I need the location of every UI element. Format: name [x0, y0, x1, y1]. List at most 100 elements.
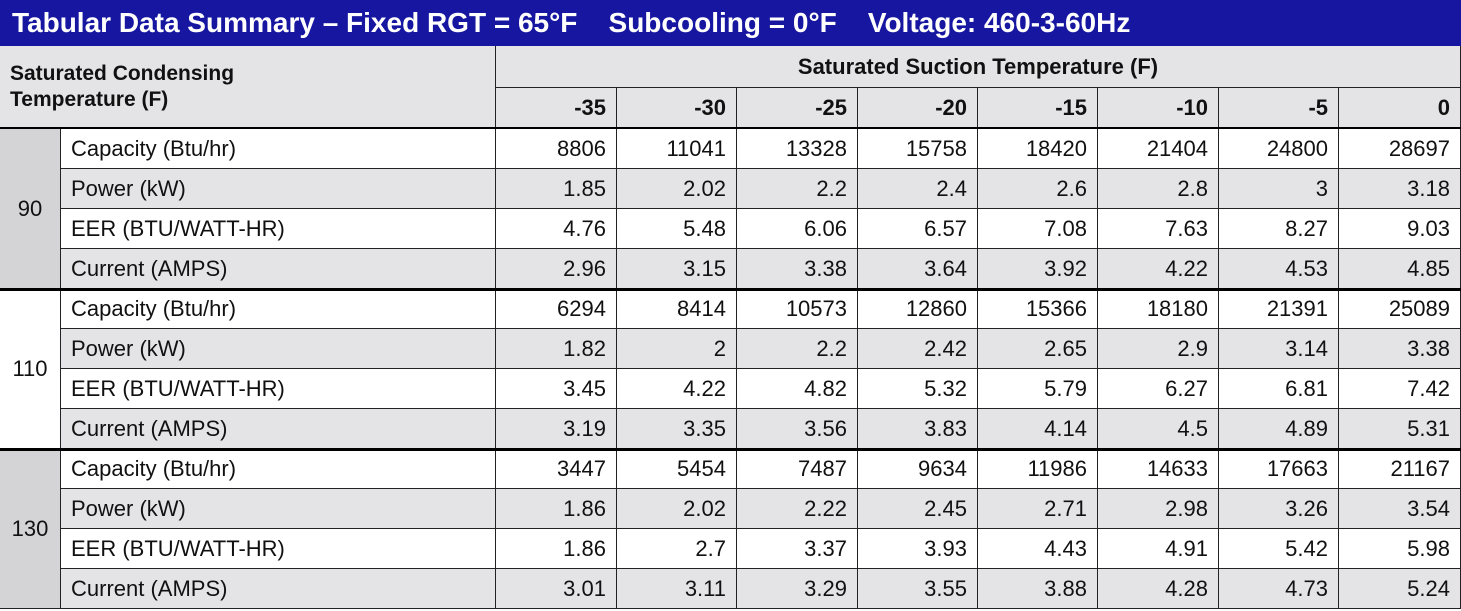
value-cell: 5.42	[1219, 529, 1339, 569]
column-header: -20	[858, 88, 978, 128]
value-cell: 1.86	[496, 529, 617, 569]
row-label: Current (AMPS)	[61, 569, 496, 609]
row-label: EER (BTU/WATT-HR)	[61, 209, 496, 249]
row-label: Capacity (Btu/hr)	[61, 289, 496, 329]
value-cell: 2.22	[737, 489, 858, 529]
value-cell: 14633	[1098, 449, 1219, 489]
row-label: Power (kW)	[61, 329, 496, 369]
value-cell: 7.42	[1339, 369, 1461, 409]
row-header: Saturated Condensing Temperature (F)	[0, 46, 496, 128]
value-cell: 3.55	[858, 569, 978, 609]
value-cell: 2.6	[978, 169, 1098, 209]
column-header: -10	[1098, 88, 1219, 128]
row-label: Current (AMPS)	[61, 249, 496, 289]
value-cell: 2	[617, 329, 737, 369]
value-cell: 3.29	[737, 569, 858, 609]
row-label: EER (BTU/WATT-HR)	[61, 369, 496, 409]
value-cell: 2.7	[617, 529, 737, 569]
row-label: Current (AMPS)	[61, 409, 496, 449]
value-cell: 3.56	[737, 409, 858, 449]
value-cell: 1.86	[496, 489, 617, 529]
value-cell: 21404	[1098, 129, 1219, 169]
value-cell: 18420	[978, 129, 1098, 169]
value-cell: 10573	[737, 289, 858, 329]
value-cell: 21391	[1219, 289, 1339, 329]
value-cell: 3447	[496, 449, 617, 489]
value-cell: 5454	[617, 449, 737, 489]
value-cell: 4.89	[1219, 409, 1339, 449]
value-cell: 4.91	[1098, 529, 1219, 569]
value-cell: 8.27	[1219, 209, 1339, 249]
value-cell: 2.02	[617, 489, 737, 529]
value-cell: 12860	[858, 289, 978, 329]
value-cell: 6.06	[737, 209, 858, 249]
value-cell: 3.15	[617, 249, 737, 289]
value-cell: 8414	[617, 289, 737, 329]
value-cell: 9634	[858, 449, 978, 489]
value-cell: 11041	[617, 129, 737, 169]
value-cell: 2.98	[1098, 489, 1219, 529]
value-cell: 3.11	[617, 569, 737, 609]
row-label: EER (BTU/WATT-HR)	[61, 529, 496, 569]
value-cell: 5.98	[1339, 529, 1461, 569]
value-cell: 5.31	[1339, 409, 1461, 449]
value-cell: 4.76	[496, 209, 617, 249]
value-cell: 5.79	[978, 369, 1098, 409]
value-cell: 5.48	[617, 209, 737, 249]
group-temperature: 130	[0, 449, 61, 609]
value-cell: 3.19	[496, 409, 617, 449]
value-cell: 3.37	[737, 529, 858, 569]
value-cell: 4.5	[1098, 409, 1219, 449]
column-header: -35	[496, 88, 617, 128]
row-label: Power (kW)	[61, 489, 496, 529]
row-label: Capacity (Btu/hr)	[61, 449, 496, 489]
value-cell: 1.85	[496, 169, 617, 209]
value-cell: 3.38	[1339, 329, 1461, 369]
value-cell: 7487	[737, 449, 858, 489]
value-cell: 2.65	[978, 329, 1098, 369]
value-cell: 4.22	[1098, 249, 1219, 289]
value-cell: 25089	[1339, 289, 1461, 329]
value-cell: 2.9	[1098, 329, 1219, 369]
column-header: -30	[617, 88, 737, 128]
value-cell: 3.26	[1219, 489, 1339, 529]
value-cell: 4.28	[1098, 569, 1219, 609]
value-cell: 6.57	[858, 209, 978, 249]
value-cell: 3.54	[1339, 489, 1461, 529]
value-cell: 6.27	[1098, 369, 1219, 409]
value-cell: 1.82	[496, 329, 617, 369]
value-cell: 2.2	[737, 169, 858, 209]
row-label: Power (kW)	[61, 169, 496, 209]
column-group-header: Saturated Suction Temperature (F)	[496, 46, 1461, 88]
title-bar: Tabular Data Summary – Fixed RGT = 65°F …	[0, 0, 1461, 46]
value-cell: 13328	[737, 129, 858, 169]
value-cell: 3.14	[1219, 329, 1339, 369]
value-cell: 18180	[1098, 289, 1219, 329]
value-cell: 2.96	[496, 249, 617, 289]
value-cell: 4.85	[1339, 249, 1461, 289]
value-cell: 4.73	[1219, 569, 1339, 609]
separator	[0, 127, 1461, 130]
value-cell: 24800	[1219, 129, 1339, 169]
column-header: 0	[1339, 88, 1461, 128]
value-cell: 3.45	[496, 369, 617, 409]
value-cell: 4.53	[1219, 249, 1339, 289]
value-cell: 3	[1219, 169, 1339, 209]
value-cell: 2.2	[737, 329, 858, 369]
group-temperature: 90	[0, 129, 61, 289]
value-cell: 2.8	[1098, 169, 1219, 209]
value-cell: 5.32	[858, 369, 978, 409]
value-cell: 8806	[496, 129, 617, 169]
value-cell: 21167	[1339, 449, 1461, 489]
column-header: -5	[1219, 88, 1339, 128]
value-cell: 3.83	[858, 409, 978, 449]
value-cell: 6294	[496, 289, 617, 329]
column-header: -15	[978, 88, 1098, 128]
value-cell: 4.43	[978, 529, 1098, 569]
value-cell: 28697	[1339, 129, 1461, 169]
value-cell: 6.81	[1219, 369, 1339, 409]
value-cell: 11986	[978, 449, 1098, 489]
separator	[0, 288, 1461, 291]
separator	[0, 448, 1461, 451]
